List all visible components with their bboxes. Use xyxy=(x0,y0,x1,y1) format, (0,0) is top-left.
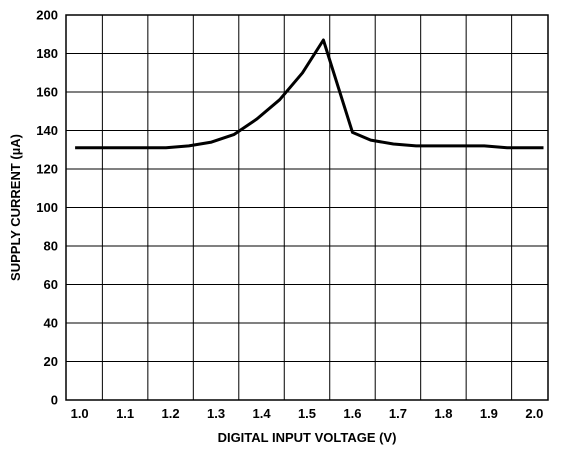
y-tick-label: 140 xyxy=(36,123,58,138)
supply-current-line xyxy=(75,38,544,150)
y-tick-label: 80 xyxy=(44,239,58,254)
y-tick-label: 0 xyxy=(51,393,58,408)
x-tick-label: 1.4 xyxy=(252,406,271,421)
x-tick-label: 1.2 xyxy=(162,406,180,421)
x-tick-label: 1.8 xyxy=(434,406,452,421)
y-tick-label: 180 xyxy=(36,46,58,61)
x-tick-label: 1.9 xyxy=(480,406,498,421)
y-tick-label: 120 xyxy=(36,162,58,177)
y-tick-labels: 0 20 40 60 80 100 120 140 160 180 200 xyxy=(36,8,58,408)
x-axis-title: DIGITAL INPUT VOLTAGE (V) xyxy=(218,430,397,445)
y-tick-label: 200 xyxy=(36,8,58,23)
plot-frame xyxy=(65,14,549,401)
y-tick-label: 20 xyxy=(44,354,58,369)
y-tick-label: 100 xyxy=(36,200,58,215)
x-tick-label: 1.6 xyxy=(343,406,361,421)
y-tick-label: 40 xyxy=(44,316,58,331)
y-tick-label: 60 xyxy=(44,277,58,292)
x-tick-label: 1.7 xyxy=(389,406,407,421)
series-layer xyxy=(75,38,544,150)
x-tick-label: 1.5 xyxy=(298,406,316,421)
x-tick-label: 2.0 xyxy=(525,406,543,421)
x-tick-label: 1.1 xyxy=(116,406,134,421)
x-tick-label: 1.3 xyxy=(207,406,225,421)
x-tick-labels: 1.0 1.1 1.2 1.3 1.4 1.5 1.6 1.7 1.8 1.9 2.0 xyxy=(71,406,544,421)
x-tick-label: 1.0 xyxy=(71,406,89,421)
y-axis-title: SUPPLY CURRENT (µA) xyxy=(8,134,23,281)
grid xyxy=(66,15,548,400)
y-tick-label: 160 xyxy=(36,85,58,100)
